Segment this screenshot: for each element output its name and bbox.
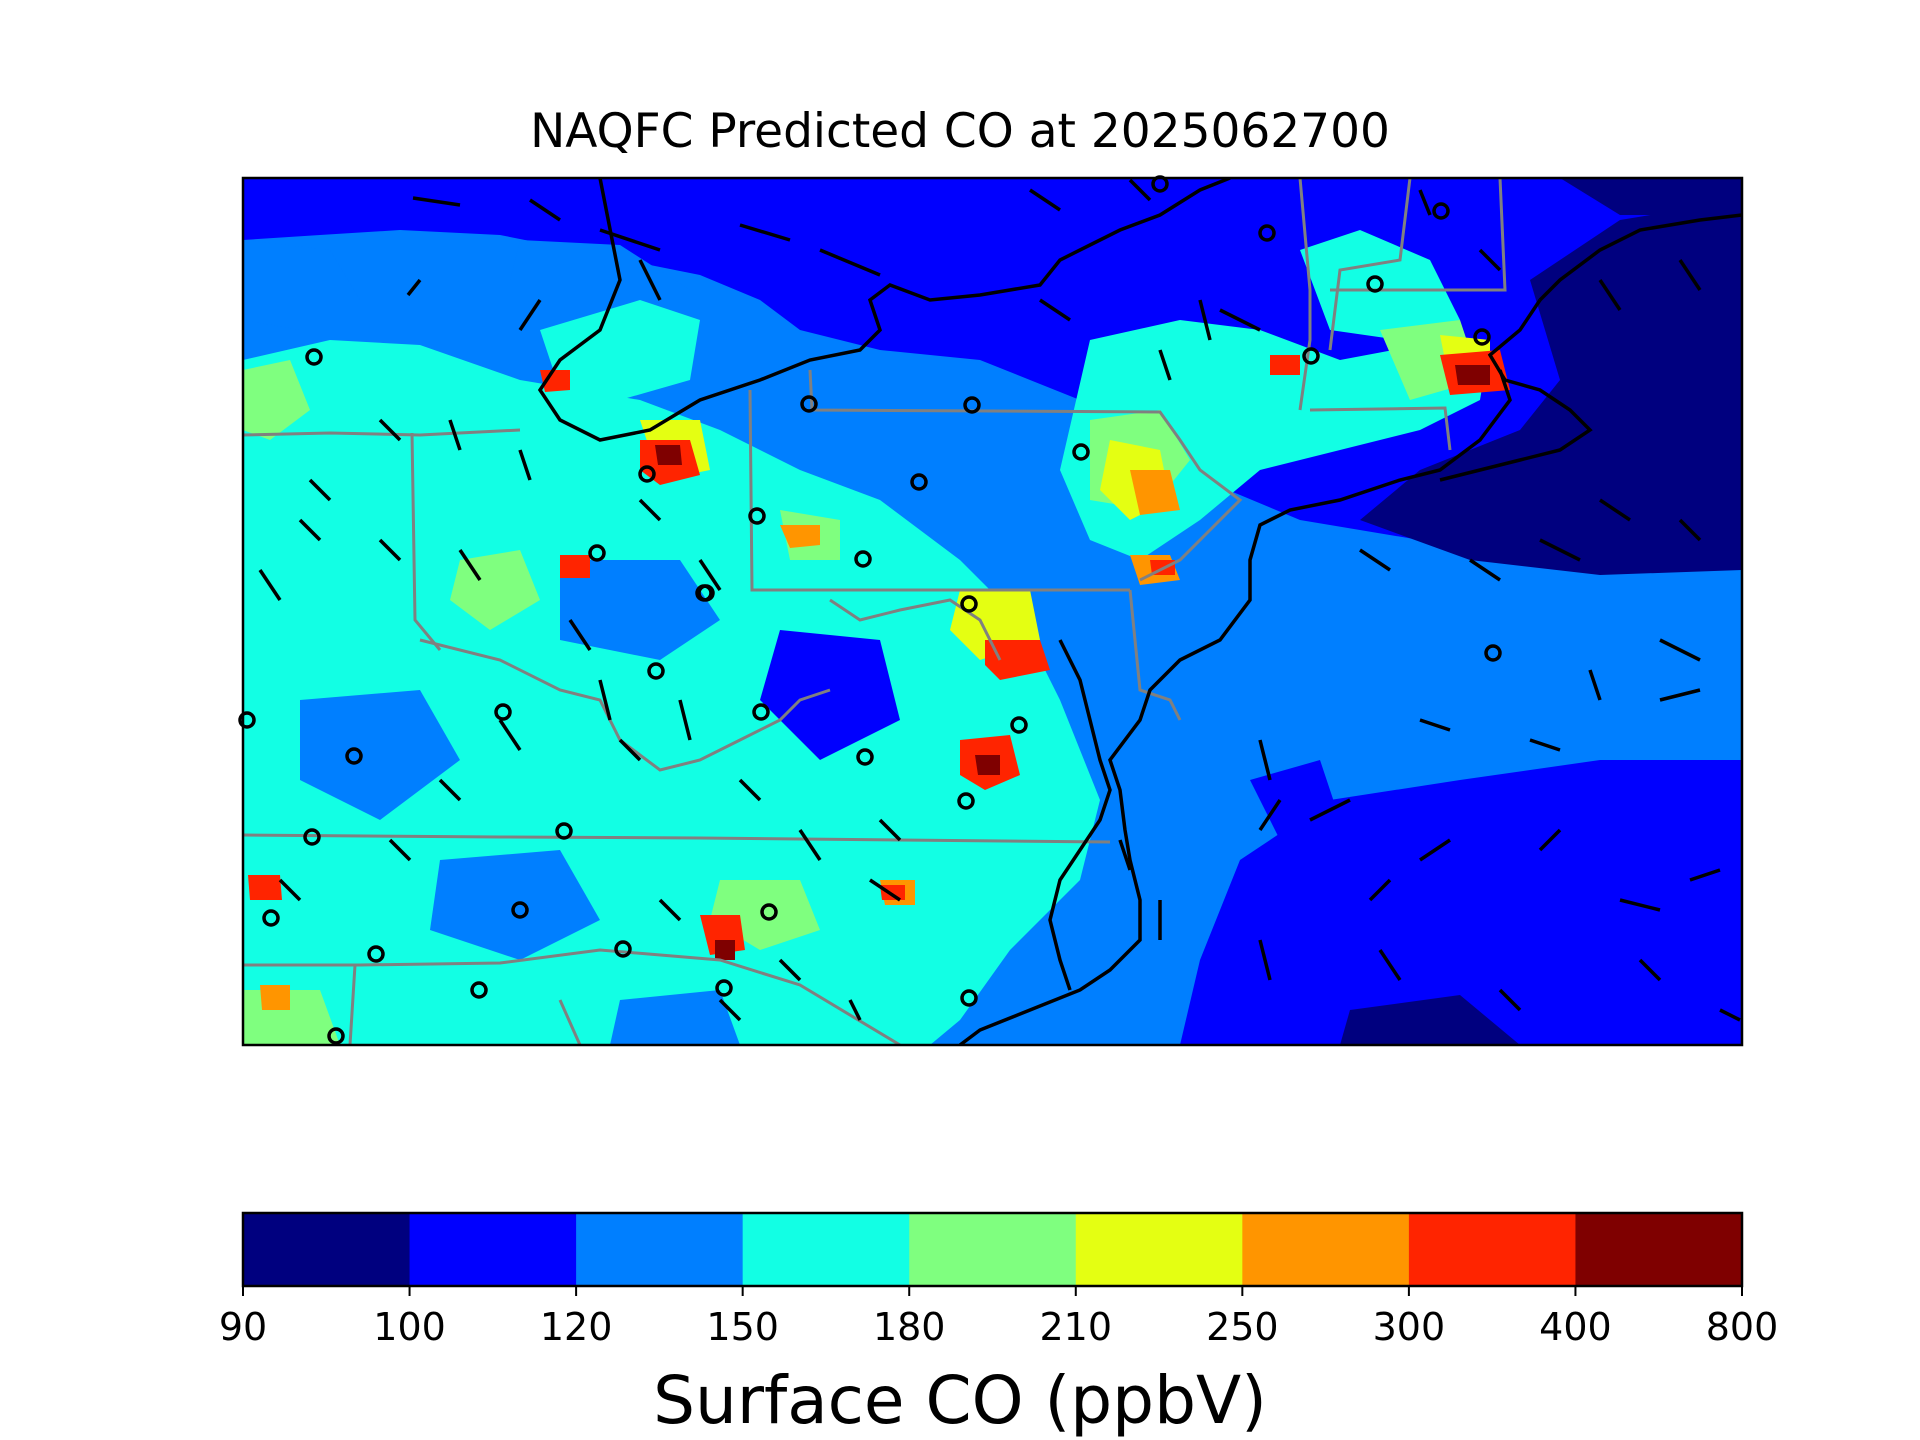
colorbar-tick-label: 100: [373, 1305, 446, 1349]
chart-title: NAQFC Predicted CO at 2025062700: [530, 104, 1390, 159]
colorbar: 90 100 120 150 180 210 250 300 400 800: [219, 1211, 1779, 1349]
colorbar-swatch: [909, 1213, 1077, 1286]
colorbar-tick-label: 120: [540, 1305, 613, 1349]
colorbar-tick-label: 300: [1373, 1305, 1446, 1349]
station-markers: [238, 175, 1502, 1045]
colorbar-tick-label: 400: [1539, 1305, 1612, 1349]
colorbar-swatch: [1075, 1213, 1243, 1286]
colorbar-swatch: [1408, 1213, 1576, 1286]
wind-barbs: [258, 178, 1741, 1022]
colorbar-swatch: [243, 1213, 411, 1286]
colorbar-label: Surface CO (ppbV): [653, 1362, 1267, 1439]
colorbar-swatch: [1575, 1213, 1743, 1286]
colorbar-swatch: [576, 1213, 744, 1286]
colorbar-tick-label: 250: [1206, 1305, 1279, 1349]
colorbar-swatch: [1242, 1213, 1410, 1286]
colorbar-tick-label: 150: [706, 1305, 779, 1349]
colorbar-tick-label: 800: [1706, 1305, 1779, 1349]
colorbar-frame: [241, 1211, 1744, 1288]
map-frame: [241, 176, 1744, 1047]
colorbar-tick-label: 180: [873, 1305, 946, 1349]
colorbar-tick-label: 210: [1040, 1305, 1113, 1349]
colorbar-swatch: [409, 1213, 577, 1286]
coastlines: [537, 178, 1742, 1045]
state-borders: [243, 178, 1507, 1045]
colorbar-tick-label: 90: [219, 1305, 267, 1349]
colorbar-swatch: [742, 1213, 910, 1286]
co-field: [243, 178, 1742, 1045]
